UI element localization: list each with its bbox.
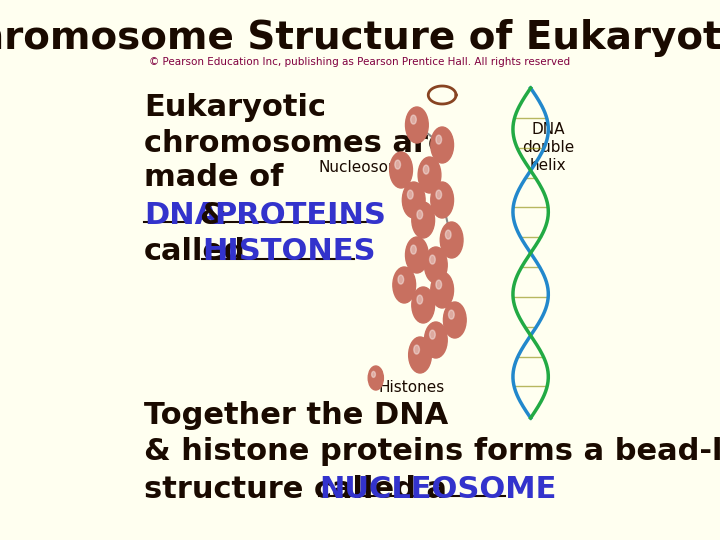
- Text: HISTONES: HISTONES: [202, 238, 376, 267]
- Text: Eukaryotic: Eukaryotic: [144, 93, 326, 123]
- Text: double: double: [522, 140, 575, 156]
- Circle shape: [398, 275, 404, 284]
- Circle shape: [425, 322, 447, 358]
- Circle shape: [430, 255, 436, 264]
- Circle shape: [395, 160, 400, 169]
- Circle shape: [431, 127, 454, 163]
- Circle shape: [409, 337, 431, 373]
- Text: PROTEINS: PROTEINS: [215, 200, 387, 230]
- Circle shape: [417, 210, 423, 219]
- Circle shape: [418, 157, 441, 193]
- Text: &: &: [199, 200, 225, 230]
- Text: structure called a: structure called a: [144, 475, 468, 503]
- Circle shape: [417, 295, 423, 304]
- Circle shape: [446, 230, 451, 239]
- Circle shape: [410, 245, 416, 254]
- Text: made of: made of: [144, 164, 283, 192]
- Circle shape: [393, 267, 415, 303]
- Circle shape: [412, 202, 435, 238]
- Circle shape: [412, 287, 435, 323]
- Circle shape: [410, 115, 416, 124]
- Circle shape: [408, 190, 413, 199]
- Circle shape: [414, 345, 420, 354]
- Text: Together the DNA: Together the DNA: [144, 401, 448, 429]
- Circle shape: [431, 182, 454, 218]
- Circle shape: [436, 135, 441, 144]
- Text: helix: helix: [530, 159, 567, 173]
- Circle shape: [372, 372, 375, 377]
- Circle shape: [436, 280, 441, 289]
- Circle shape: [431, 272, 454, 308]
- Text: Nucleosome: Nucleosome: [319, 160, 413, 176]
- Text: Chromosome Structure of Eukaryotes: Chromosome Structure of Eukaryotes: [0, 19, 720, 57]
- Text: & histone proteins forms a bead-like: & histone proteins forms a bead-like: [144, 437, 720, 467]
- Circle shape: [423, 165, 429, 174]
- Text: NUCLEOSOME: NUCLEOSOME: [319, 475, 557, 503]
- Circle shape: [430, 330, 436, 339]
- Circle shape: [405, 237, 428, 273]
- Circle shape: [405, 107, 428, 143]
- Text: DNA: DNA: [144, 200, 218, 230]
- Circle shape: [436, 190, 441, 199]
- Circle shape: [425, 247, 447, 283]
- Text: Histones: Histones: [379, 381, 445, 395]
- Text: chromosomes are: chromosomes are: [144, 129, 449, 158]
- Circle shape: [368, 366, 383, 390]
- Text: called: called: [144, 238, 246, 267]
- Circle shape: [390, 152, 413, 188]
- Circle shape: [440, 222, 463, 258]
- Text: DNA: DNA: [531, 123, 565, 138]
- Circle shape: [449, 310, 454, 319]
- Circle shape: [402, 182, 425, 218]
- Text: © Pearson Education Inc, publishing as Pearson Prentice Hall. All rights reserve: © Pearson Education Inc, publishing as P…: [150, 57, 570, 67]
- Circle shape: [444, 302, 466, 338]
